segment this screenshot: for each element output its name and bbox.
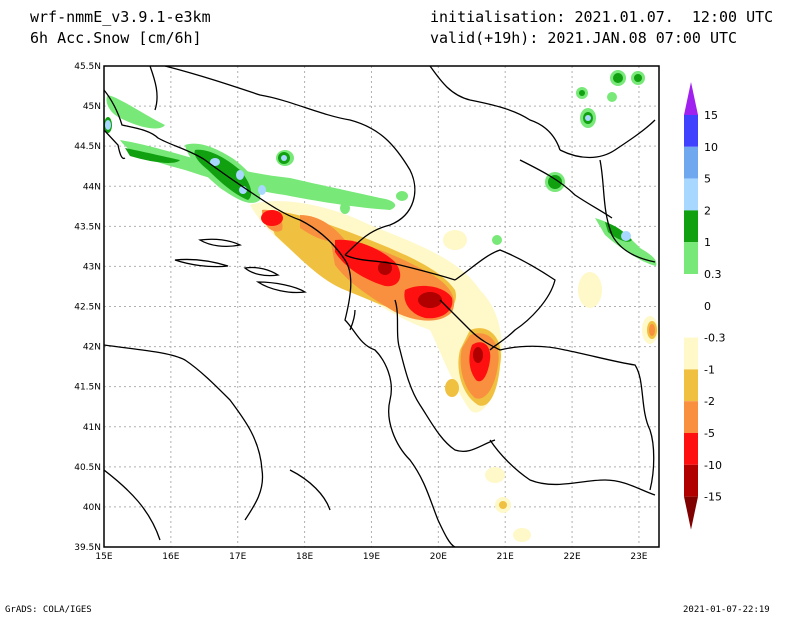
legend-level-label: 0.3 [704, 268, 722, 281]
legend-level-label: 1 [704, 236, 711, 249]
lon-tick-label: 16E [162, 552, 179, 562]
pos-light-blue [105, 115, 631, 241]
legend-level-label: 5 [704, 173, 711, 186]
variable-title: 6h Acc.Snow [cm/6h] [30, 29, 202, 47]
lat-tick-label: 41.5N [74, 383, 101, 393]
lat-tick-label: 39.5N [74, 543, 101, 553]
lat-tick-label: 42.5N [74, 303, 101, 313]
legend-swatch [684, 433, 698, 465]
lon-tick-label: 15E [95, 552, 112, 562]
lon-tick-label: 20E [430, 552, 447, 562]
legend-level-label: -0.3 [704, 332, 725, 345]
legend-swatch [684, 146, 698, 179]
legend-swatch [684, 401, 698, 433]
legend-swatch [684, 115, 698, 147]
snow-field [104, 70, 658, 542]
lat-tick-label: 44.5N [74, 142, 101, 152]
lon-tick-label: 19E [363, 552, 380, 562]
lat-tick-label: 43N [83, 262, 101, 272]
valid-time: valid(+19h): 2021.JAN.08 07:00 UTC [430, 29, 738, 47]
lat-tick-label: 40N [83, 503, 101, 513]
model-title: wrf-nmmE_v3.9.1-e3km [30, 8, 211, 26]
grads-credit: GrADS: COLA/IGES [5, 605, 92, 615]
axis-labels: 15E 16E 17E 18E 19E 20E 21E 22E 23E 39.5N 40N 40.5N… [74, 62, 648, 562]
legend-swatch [684, 337, 698, 370]
snow-dark-red [378, 261, 483, 363]
lat-tick-label: 45N [83, 102, 101, 112]
legend-swatch [684, 369, 698, 402]
init-time: initialisation: 2021.01.07. 12:00 UTC [430, 8, 774, 26]
lat-tick-label: 45.5N [74, 62, 101, 72]
lon-tick-label: 21E [497, 552, 514, 562]
lat-tick-label: 42N [83, 343, 101, 353]
legend-level-label: 2 [704, 204, 711, 217]
legend-swatch [684, 210, 698, 243]
timestamp: 2021-01-07-22:19 [683, 605, 770, 615]
lat-tick-label: 41N [83, 423, 101, 433]
legend-bottom-arrow [684, 496, 698, 530]
legend-level-label: -1 [704, 363, 715, 376]
legend-swatch [684, 305, 698, 338]
legend-top-arrow [684, 82, 698, 115]
legend-level-label: -10 [704, 459, 722, 472]
lon-tick-label: 18E [296, 552, 313, 562]
color-legend: 15 10 5 2 1 0.3 0 -0.3 -1 -2 -5 -10 -15 [684, 82, 725, 530]
lat-tick-label: 43.5N [74, 222, 101, 232]
lat-tick-label: 40.5N [74, 463, 101, 473]
legend-level-label: 15 [704, 109, 718, 122]
legend-level-label: -5 [704, 427, 715, 440]
legend-level-label: 0 [704, 300, 711, 313]
legend-swatch [684, 274, 698, 306]
lon-tick-label: 23E [630, 552, 647, 562]
legend-level-label: 10 [704, 141, 718, 154]
legend-level-label: -2 [704, 395, 715, 408]
coastline-borders [104, 66, 656, 547]
lon-tick-label: 22E [564, 552, 581, 562]
legend-swatch [684, 242, 698, 274]
lat-tick-label: 44N [83, 182, 101, 192]
legend-swatch [684, 178, 698, 211]
map-frame [103, 65, 660, 548]
legend-swatch [684, 464, 698, 497]
lon-tick-label: 17E [229, 552, 246, 562]
legend-level-label: -15 [704, 491, 722, 504]
